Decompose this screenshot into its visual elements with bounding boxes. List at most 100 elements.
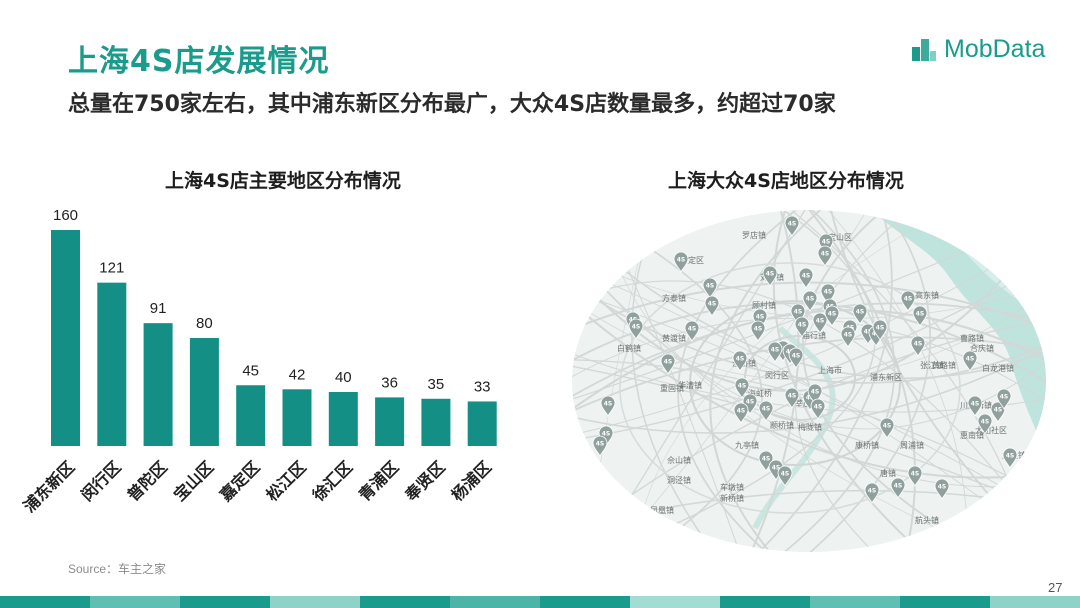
dealer-marker-icon: 4S bbox=[840, 326, 856, 349]
dealer-marker-icon: 4S bbox=[798, 267, 814, 290]
svg-text:4S: 4S bbox=[736, 356, 745, 363]
map-place-label: 凤凰镇 bbox=[650, 505, 674, 515]
bar-6 bbox=[328, 392, 358, 446]
bar-7 bbox=[375, 397, 405, 446]
vw-dealer-map: 罗店镇刘行镇顾村镇方泰镇黄渡镇江桥镇白鹤镇重固镇华漕镇上海虹桥上海市九亭镇佘山镇… bbox=[572, 210, 1046, 552]
dealer-marker-icon: 4S bbox=[600, 395, 616, 418]
map-place-label: 白龙港镇 bbox=[982, 363, 1014, 373]
svg-text:4S: 4S bbox=[828, 311, 837, 318]
bar-value-label: 121 bbox=[99, 260, 124, 277]
svg-text:4S: 4S bbox=[904, 296, 913, 303]
dealer-marker-icon: 4S bbox=[673, 251, 689, 274]
dealer-marker-icon: 4S bbox=[1002, 447, 1018, 470]
bar-9 bbox=[467, 401, 497, 446]
page-title: 上海4S店发展情况 bbox=[68, 44, 330, 79]
map-place-label: 罗店镇 bbox=[742, 230, 766, 240]
bar-0 bbox=[51, 230, 80, 446]
svg-text:4S: 4S bbox=[798, 322, 807, 329]
svg-text:4S: 4S bbox=[781, 471, 790, 478]
map-place-label: 新桥镇 bbox=[720, 493, 744, 503]
bar-value-label: 91 bbox=[150, 300, 167, 317]
svg-text:4S: 4S bbox=[762, 456, 771, 463]
dealer-marker-icon: 4S bbox=[807, 383, 823, 406]
map-place-label: 嘉定区 bbox=[680, 255, 704, 265]
dealer-marker-icon: 4S bbox=[817, 245, 833, 268]
svg-text:4S: 4S bbox=[994, 407, 1003, 414]
svg-text:4S: 4S bbox=[738, 383, 747, 390]
svg-text:4S: 4S bbox=[811, 389, 820, 396]
dealer-marker-icon: 4S bbox=[967, 395, 983, 418]
map-place-label: 康桥镇 bbox=[855, 440, 879, 450]
map-place-label: 重固镇 bbox=[660, 383, 684, 393]
page-number: 27 bbox=[1048, 580, 1063, 595]
bar-3 bbox=[189, 338, 219, 446]
svg-text:4S: 4S bbox=[864, 329, 873, 336]
dealer-marker-icon: 4S bbox=[879, 417, 895, 440]
dealer-marker-icon: 4S bbox=[824, 305, 840, 328]
category-label: 青浦区 bbox=[355, 457, 402, 504]
dealer-marker-icon: 4S bbox=[767, 341, 783, 364]
category-label: 普陀区 bbox=[124, 457, 171, 504]
bar-value-label: 33 bbox=[474, 378, 491, 395]
dealer-marker-icon: 4S bbox=[592, 435, 608, 458]
svg-text:4S: 4S bbox=[806, 296, 815, 303]
map-canvas: 罗店镇刘行镇顾村镇方泰镇黄渡镇江桥镇白鹤镇重固镇华漕镇上海虹桥上海市九亭镇佘山镇… bbox=[572, 210, 1046, 552]
bar-value-label: 80 bbox=[196, 315, 213, 332]
svg-text:4S: 4S bbox=[688, 326, 697, 333]
dealer-marker-icon: 4S bbox=[810, 398, 826, 421]
svg-text:4S: 4S bbox=[746, 399, 755, 406]
bar-value-label: 36 bbox=[381, 374, 398, 391]
map-place-label: 梅陇镇 bbox=[798, 422, 822, 432]
map-place-label: 张江镇 bbox=[920, 360, 944, 370]
map-place-label: 庙行镇 bbox=[802, 330, 826, 340]
svg-text:4S: 4S bbox=[914, 341, 923, 348]
svg-text:4S: 4S bbox=[772, 465, 781, 472]
svg-text:4S: 4S bbox=[1006, 453, 1015, 460]
bar-value-label: 160 bbox=[53, 207, 78, 224]
category-label: 松江区 bbox=[262, 457, 309, 504]
dealer-marker-icon: 4S bbox=[758, 400, 774, 423]
svg-text:4S: 4S bbox=[816, 318, 825, 325]
map-place-label: 唐镇 bbox=[880, 468, 896, 478]
dealer-marker-icon: 4S bbox=[872, 319, 888, 342]
svg-text:4S: 4S bbox=[883, 423, 892, 430]
svg-text:4S: 4S bbox=[737, 408, 746, 415]
bar-2 bbox=[143, 323, 173, 446]
svg-text:4S: 4S bbox=[754, 326, 763, 333]
dealer-marker-icon: 4S bbox=[733, 402, 749, 425]
dealer-marker-icon: 4S bbox=[762, 265, 778, 288]
dealer-marker-icon: 4S bbox=[890, 477, 906, 500]
map-place-label: 浦东新区 bbox=[870, 372, 902, 382]
map-place-label: 九亭镇 bbox=[735, 440, 759, 450]
page-subtitle: 总量在750家左右，其中浦东新区分布最广，大众4S店数量最多，约超过70家 bbox=[68, 92, 836, 117]
category-label: 嘉定区 bbox=[215, 457, 263, 505]
svg-text:4S: 4S bbox=[802, 273, 811, 280]
map-place-label: 顾村镇 bbox=[752, 300, 776, 310]
mobdata-logo-icon bbox=[912, 39, 936, 61]
svg-text:4S: 4S bbox=[788, 393, 797, 400]
svg-text:4S: 4S bbox=[788, 221, 797, 228]
svg-text:4S: 4S bbox=[708, 301, 717, 308]
svg-text:4S: 4S bbox=[794, 309, 803, 316]
dealer-marker-icon: 4S bbox=[732, 350, 748, 373]
dealer-marker-icon: 4S bbox=[990, 401, 1006, 424]
mobdata-logo: MobData bbox=[910, 34, 1045, 64]
dealer-marker-icon: 4S bbox=[910, 335, 926, 358]
svg-text:4S: 4S bbox=[632, 324, 641, 331]
category-label: 闵行区 bbox=[77, 457, 124, 504]
svg-text:4S: 4S bbox=[966, 356, 975, 363]
svg-text:4S: 4S bbox=[814, 404, 823, 411]
bar-chart: 160 浦东新区 121 闵行区 91 普陀区 80 宝山区 45 嘉定区 42 松江区 40 徐汇区 36… bbox=[20, 207, 497, 516]
bar-chart-title: 上海4S店主要地区分布情况 bbox=[165, 170, 401, 192]
svg-text:4S: 4S bbox=[868, 488, 877, 495]
svg-text:4S: 4S bbox=[844, 332, 853, 339]
dealer-marker-icon: 4S bbox=[900, 290, 916, 313]
dealer-marker-icon: 4S bbox=[802, 290, 818, 313]
dealer-marker-icon: 4S bbox=[934, 478, 950, 501]
dealer-marker-icon: 4S bbox=[684, 320, 700, 343]
svg-text:4S: 4S bbox=[762, 406, 771, 413]
bar-value-label: 45 bbox=[242, 362, 259, 379]
map-place-label: 合庆镇 bbox=[970, 343, 994, 353]
map-place-label: 颛桥镇 bbox=[770, 420, 794, 430]
category-label: 奉贤区 bbox=[401, 457, 449, 505]
